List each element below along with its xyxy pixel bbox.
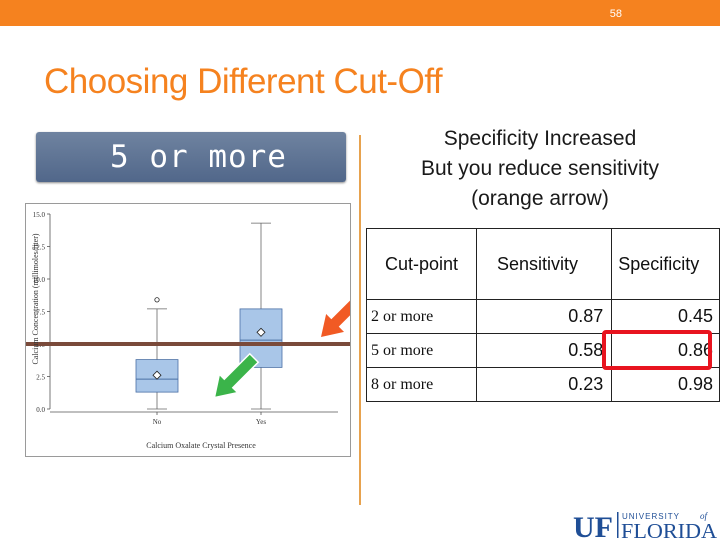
top-bar: [0, 0, 720, 26]
caption-line-2: But you reduce sensitivity: [420, 157, 660, 180]
slide-title: Choosing Different Cut-Off: [44, 62, 443, 101]
caption: Specificity Increased But you reduce sen…: [368, 124, 712, 214]
header-specificity: Specificity: [611, 228, 720, 300]
cell-sensitivity: 0.58: [476, 333, 613, 368]
cell-sensitivity: 0.23: [476, 367, 613, 402]
vertical-divider: [359, 135, 361, 505]
table-row: 5 or more 0.58 0.86: [365, 333, 720, 368]
cutoff-badge: 5 or more: [36, 132, 346, 182]
slide-number: 58: [609, 8, 622, 20]
table-row: 8 or more 0.23 0.98: [365, 367, 720, 402]
mean-marker: [256, 327, 266, 337]
y-tick-label: 7.5: [36, 309, 45, 317]
y-tick-label: 15.0: [33, 211, 46, 219]
caption-line-1: Specificity Increased: [443, 127, 637, 150]
orange-arrow-shape: [319, 274, 350, 339]
mean-marker: [152, 370, 162, 380]
marks-layer: [26, 222, 350, 410]
outlier-point: [154, 297, 160, 303]
cell-specificity: 0.45: [611, 299, 720, 334]
y-axis-label: Calcium Concentration (millimoles/liter): [31, 233, 40, 364]
cell-specificity: 0.86: [611, 333, 720, 368]
cutpoint-table: Cut-point Sensitivity Specificity 2 or m…: [365, 228, 720, 402]
x-axis-label: Calcium Oxalate Crystal Presence: [146, 441, 256, 450]
cutoff-badge-label: 5 or more: [110, 139, 287, 175]
logo-university-text: UNIVERSITY: [622, 512, 680, 521]
cell-cutpoint: 5 or more: [365, 333, 478, 368]
table-row: 2 or more 0.87 0.45: [365, 299, 720, 334]
y-tick-label: 2.5: [36, 374, 45, 382]
header-sensitivity: Sensitivity: [476, 228, 613, 300]
top-bar-divider: [0, 26, 720, 29]
x-tick-label: No: [153, 418, 162, 426]
cell-sensitivity: 0.87: [476, 299, 613, 334]
uf-logo: UF UNIVERSITY of FLORIDA: [573, 511, 718, 540]
cell-cutpoint: 2 or more: [365, 299, 478, 334]
cell-specificity: 0.98: [611, 367, 720, 402]
x-tick-label: Yes: [256, 418, 266, 426]
specificity-highlight-box: [602, 330, 712, 370]
y-tick-label: 10.0: [33, 276, 46, 284]
header-cutpoint: Cut-point: [365, 228, 478, 300]
y-tick-label: 0.0: [36, 406, 45, 414]
y-tick-label: 12.5: [33, 244, 46, 252]
caption-line-3: (orange arrow): [471, 187, 609, 210]
table-header-row: Cut-point Sensitivity Specificity: [365, 228, 720, 300]
logo-uf-text: UF: [573, 511, 613, 540]
cell-cutpoint: 8 or more: [365, 367, 478, 402]
orange-arrow: [319, 274, 350, 339]
green-arrow-shape: [213, 352, 260, 399]
logo-divider: [617, 512, 619, 538]
logo-florida-text: FLORIDA: [621, 519, 718, 540]
logo-of-text: of: [700, 511, 709, 521]
green-arrow: [213, 352, 260, 399]
